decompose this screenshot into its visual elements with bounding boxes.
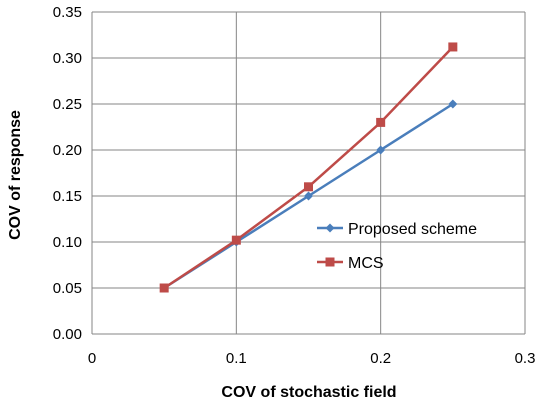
legend-label: MCS xyxy=(348,255,384,272)
y-tick-label: 0.15 xyxy=(53,188,82,205)
gridlines xyxy=(92,11,526,334)
series-layer xyxy=(159,42,458,293)
x-tick-label: 0.3 xyxy=(515,350,536,367)
legend-marker xyxy=(325,223,335,233)
data-point xyxy=(159,283,169,293)
legend-item-proposed-scheme: Proposed scheme xyxy=(317,221,477,238)
y-tick-label: 0.10 xyxy=(53,234,82,251)
data-point xyxy=(376,117,386,127)
y-axis-title: COV of response xyxy=(7,110,24,240)
tick-labels: 0.00 0.05 0.10 0.15 0.20 0.25 0.30 0.35 0 0.1 0.2 0… xyxy=(53,4,536,367)
legend-label: Proposed scheme xyxy=(348,221,477,238)
x-tick-label: 0 xyxy=(88,350,96,367)
data-point xyxy=(231,235,241,245)
data-point xyxy=(376,145,386,155)
series-line xyxy=(163,46,454,290)
y-tick-label: 0.00 xyxy=(53,326,82,343)
data-point xyxy=(304,182,313,192)
data-point xyxy=(448,42,458,52)
legend-item-mcs: MCS xyxy=(317,255,384,272)
x-tick-label: 0.2 xyxy=(370,350,391,367)
data-point xyxy=(448,99,458,109)
legend: Proposed scheme MCS xyxy=(317,221,477,272)
y-tick-label: 0.30 xyxy=(53,50,82,67)
series-mcs xyxy=(159,42,458,293)
y-tick-label: 0.20 xyxy=(53,142,82,159)
y-tick-label: 0.25 xyxy=(53,96,82,113)
y-tick-label: 0.35 xyxy=(53,4,82,21)
y-tick-label: 0.05 xyxy=(53,280,82,297)
x-tick-label: 0.1 xyxy=(226,350,247,367)
data-point xyxy=(304,191,313,201)
axes xyxy=(91,12,525,335)
legend-marker xyxy=(325,257,335,267)
x-axis-title: COV of stochastic field xyxy=(221,384,396,401)
